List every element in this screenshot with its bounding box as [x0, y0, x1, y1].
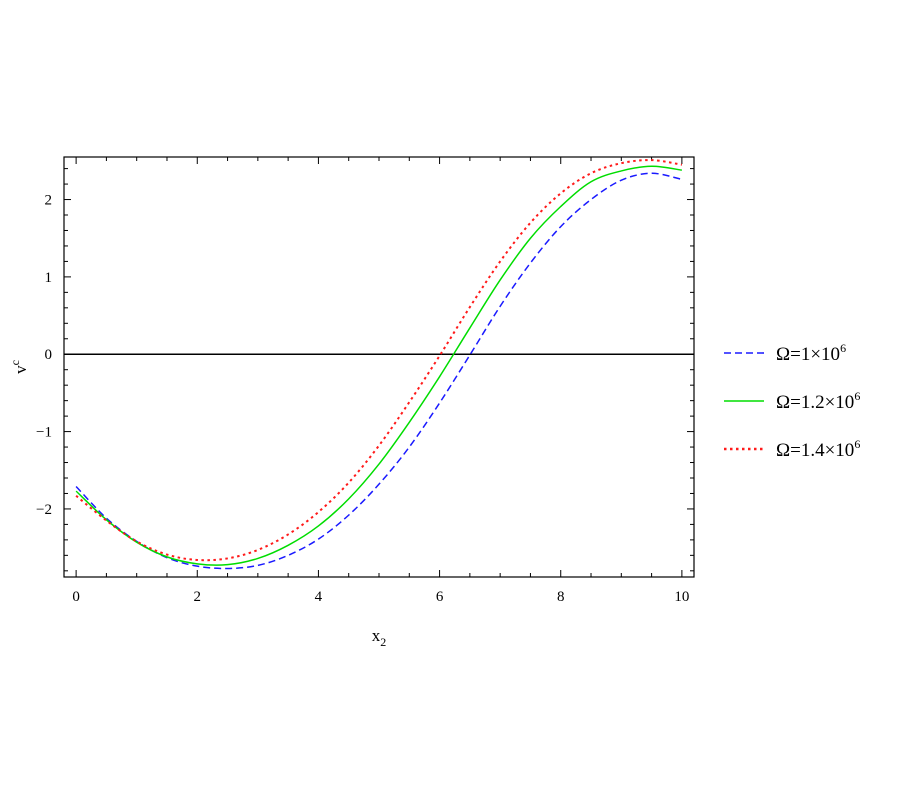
x-axis-ticks	[75, 157, 683, 577]
legend-label-3: Ω=1.4×106	[776, 437, 860, 461]
legend-label-base: Ω=1×10	[776, 344, 840, 365]
legend-label-base: Ω=1.2×10	[776, 392, 854, 413]
x-tick-label: 2	[194, 589, 202, 605]
x-axis-title-subscript: 2	[380, 635, 386, 649]
plot-frame	[63, 156, 695, 578]
x-tick-labels: 0 2 4 6 8 10	[72, 589, 689, 605]
y-tick-label: 1	[45, 270, 53, 286]
y-tick-label: 2	[45, 193, 53, 209]
x-axis-title-base: x	[372, 626, 381, 645]
y-tick-label: −1	[36, 425, 52, 441]
y-axis-ticks	[64, 168, 694, 572]
x-tick-label: 0	[72, 589, 80, 605]
y-axis-title-superscript: c	[8, 360, 22, 365]
y-tick-label: −2	[36, 502, 52, 518]
series-line-1	[75, 172, 683, 570]
plot-area	[63, 156, 695, 578]
x-tick-label: 4	[315, 589, 323, 605]
series-line-3	[75, 159, 683, 562]
legend-label-exponent: 6	[854, 437, 860, 451]
x-tick-label: 10	[674, 589, 689, 605]
x-axis-title: x2	[372, 626, 387, 649]
x-tick-label: 8	[557, 589, 565, 605]
legend-label-2: Ω=1.2×106	[776, 389, 860, 413]
legend-label-base: Ω=1.4×10	[776, 440, 854, 461]
y-tick-labels: −2 −1 0 1 2	[36, 193, 52, 518]
legend-label-1: Ω=1×106	[776, 341, 846, 365]
legend-label-exponent: 6	[854, 389, 860, 403]
y-axis-title: vc	[8, 360, 30, 374]
y-axis-title-base: v	[11, 365, 30, 374]
legend-label-exponent: 6	[840, 341, 846, 355]
series-lines	[75, 159, 683, 570]
x-tick-label: 6	[436, 589, 444, 605]
y-tick-label: 0	[45, 347, 53, 363]
series-line-2	[75, 165, 682, 566]
